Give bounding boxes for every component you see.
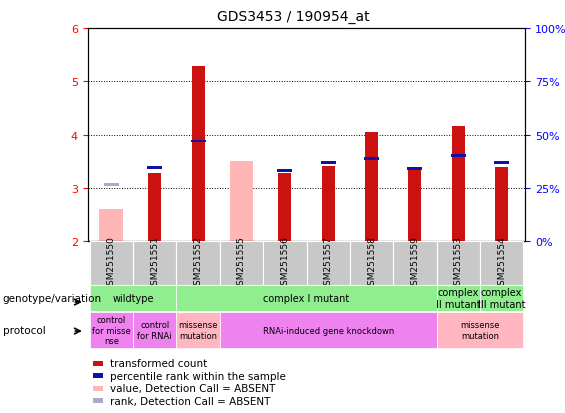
Bar <box>133 242 176 285</box>
Text: protocol: protocol <box>3 325 46 335</box>
Text: complex I mutant: complex I mutant <box>263 293 350 304</box>
Text: value, Detection Call = ABSENT: value, Detection Call = ABSENT <box>110 383 276 393</box>
Bar <box>104 184 119 187</box>
Bar <box>279 173 292 242</box>
Bar <box>320 161 336 164</box>
Text: GSM251554: GSM251554 <box>497 236 506 291</box>
Bar <box>408 171 421 242</box>
Bar <box>176 285 437 311</box>
Text: transformed count: transformed count <box>110 358 207 368</box>
Bar <box>147 167 162 170</box>
Text: GSM251550: GSM251550 <box>107 236 116 291</box>
Text: GSM251555: GSM251555 <box>237 236 246 291</box>
Text: missense
mutation: missense mutation <box>460 321 499 340</box>
Bar <box>451 155 466 158</box>
Text: missense
mutation: missense mutation <box>179 321 218 340</box>
Text: GSM251559: GSM251559 <box>410 236 419 291</box>
Bar <box>494 162 509 165</box>
Bar <box>229 162 254 242</box>
Text: complex
II mutant: complex II mutant <box>436 287 481 309</box>
Bar <box>99 210 123 242</box>
Bar <box>277 169 293 172</box>
Text: GSM251551: GSM251551 <box>150 236 159 291</box>
Text: complex
III mutant: complex III mutant <box>478 287 525 309</box>
Text: genotype/variation: genotype/variation <box>3 293 102 303</box>
Bar <box>90 313 133 348</box>
Text: GSM251558: GSM251558 <box>367 236 376 291</box>
Bar <box>350 242 393 285</box>
Bar <box>133 313 176 348</box>
Bar <box>364 158 379 161</box>
Bar <box>148 174 161 242</box>
Bar <box>437 313 523 348</box>
Bar <box>176 242 220 285</box>
Bar <box>365 133 378 242</box>
Bar <box>90 285 176 311</box>
Bar <box>190 140 206 143</box>
Text: percentile rank within the sample: percentile rank within the sample <box>110 371 286 381</box>
Bar <box>220 242 263 285</box>
Text: GSM251553: GSM251553 <box>454 236 463 291</box>
Bar <box>192 67 205 242</box>
Bar <box>176 313 220 348</box>
Text: control
for RNAi: control for RNAi <box>137 321 172 340</box>
Text: rank, Detection Call = ABSENT: rank, Detection Call = ABSENT <box>110 396 271 406</box>
Bar <box>90 242 133 285</box>
Bar <box>321 166 334 242</box>
Text: GDS3453 / 190954_at: GDS3453 / 190954_at <box>218 10 370 24</box>
Text: RNAi-induced gene knockdown: RNAi-induced gene knockdown <box>263 326 394 335</box>
Text: GSM251552: GSM251552 <box>194 236 203 291</box>
Bar <box>407 167 423 170</box>
Text: GSM251557: GSM251557 <box>324 236 333 291</box>
Bar <box>306 242 350 285</box>
Bar <box>263 242 306 285</box>
Bar <box>220 313 437 348</box>
Bar <box>480 242 523 285</box>
Bar <box>480 285 523 311</box>
Bar <box>437 242 480 285</box>
Bar <box>495 167 508 242</box>
Text: wildtype: wildtype <box>112 293 154 304</box>
Bar <box>393 242 437 285</box>
Text: control
for misse
nse: control for misse nse <box>92 316 131 345</box>
Bar <box>437 285 480 311</box>
Text: GSM251556: GSM251556 <box>280 236 289 291</box>
Bar <box>452 126 465 242</box>
